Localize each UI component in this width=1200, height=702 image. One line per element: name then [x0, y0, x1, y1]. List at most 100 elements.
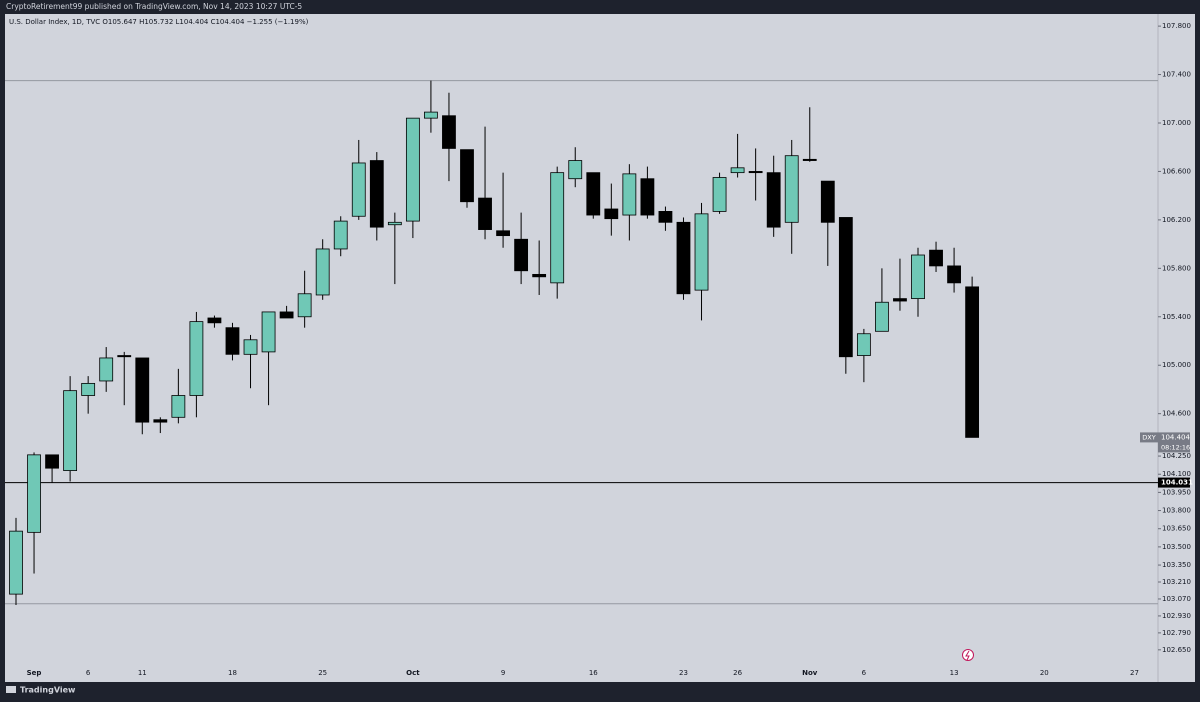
candle-body [712, 177, 727, 212]
candle-body [315, 248, 330, 296]
candle-body [442, 115, 456, 149]
candle-body [478, 197, 492, 230]
candle-body [929, 249, 943, 267]
candle-body [604, 208, 619, 220]
y-tick-label: 107.400 [1162, 71, 1191, 79]
y-tick-label: 106.200 [1162, 216, 1191, 224]
candle-body [820, 180, 835, 223]
candle-body [279, 311, 294, 319]
y-tick-label: 103.800 [1162, 507, 1191, 515]
y-tick-label: 104.250 [1162, 452, 1191, 460]
candle-body [496, 230, 510, 237]
y-tick-label: 104.600 [1162, 410, 1191, 418]
candle-body [947, 265, 961, 284]
price-box [1158, 432, 1190, 453]
candle-body [351, 162, 366, 217]
candle-body [766, 172, 781, 228]
brand: TradingView [20, 686, 76, 695]
candle-body [965, 286, 980, 438]
y-tick-label: 105.800 [1162, 264, 1191, 272]
candle-body [261, 311, 276, 353]
candle-body [730, 167, 745, 174]
candle-body [568, 160, 583, 180]
y-tick-label: 103.500 [1162, 543, 1191, 551]
candle-body [784, 155, 799, 223]
candle-body [405, 117, 420, 222]
y-tick-label: 102.930 [1162, 612, 1191, 620]
x-tick-label: 6 [862, 669, 867, 677]
symbol: DXY [1142, 433, 1155, 441]
candle-body [532, 273, 547, 278]
y-tick-label: 103.350 [1162, 561, 1191, 569]
candle-body [802, 158, 817, 161]
y-tick-label: 102.790 [1162, 629, 1191, 637]
brand-logo [6, 686, 16, 693]
y-tick-label: 103.950 [1162, 488, 1191, 496]
candle-body [676, 221, 691, 295]
candle-body [514, 238, 529, 272]
candle-body [694, 213, 709, 291]
symbol-box [1140, 432, 1158, 443]
candle-body [99, 357, 114, 382]
y-tick-label: 105.400 [1162, 313, 1191, 321]
candle-body [875, 301, 889, 332]
x-tick-label: 9 [501, 669, 505, 677]
candle-body [424, 111, 438, 119]
y-tick-label: 103.650 [1162, 525, 1191, 533]
chart-title: U.S. Dollar Index, 1D, TVC O105.647 H105… [9, 18, 309, 26]
candle-body [911, 254, 925, 300]
level-label: 104.031 [1161, 479, 1193, 487]
x-tick-label: 27 [1130, 669, 1139, 677]
countdown: 08:12:16 [1161, 443, 1190, 451]
candle-body [27, 454, 41, 533]
candle-body [135, 357, 150, 423]
x-tick-label: 16 [589, 669, 598, 677]
y-tick-label: 104.100 [1162, 470, 1191, 478]
x-tick-label: Oct [406, 669, 420, 677]
candle-body [640, 178, 655, 216]
x-tick-label: 25 [318, 669, 327, 677]
candle-body [297, 293, 312, 318]
candle-body [658, 211, 673, 223]
last-price: 104.404 [1161, 433, 1190, 441]
candle-body [81, 382, 96, 396]
y-tick-label: 103.210 [1162, 578, 1191, 586]
candle-body [225, 327, 240, 355]
y-tick-label: 106.600 [1162, 167, 1191, 175]
candle-body [9, 530, 23, 595]
candle-body [387, 221, 402, 226]
y-tick-label: 107.800 [1162, 22, 1191, 30]
candle-body [586, 172, 601, 216]
candle-body [153, 419, 168, 423]
y-tick-label: 107.000 [1162, 119, 1191, 127]
x-tick-label: 23 [679, 669, 688, 677]
candle-body [243, 339, 258, 355]
y-tick-label: 103.070 [1162, 595, 1191, 603]
candle-body [369, 160, 384, 228]
y-tick-label: 105.000 [1162, 361, 1191, 369]
candle-body [45, 454, 59, 469]
candle-body [333, 220, 348, 250]
x-tick-label: 18 [228, 669, 237, 677]
candle-body [748, 171, 763, 174]
y-tick-label: 102.650 [1162, 646, 1191, 654]
candle-body [189, 321, 204, 396]
event-icon [962, 649, 974, 661]
candle-body [622, 173, 637, 216]
x-tick-label: 11 [138, 669, 147, 677]
candle-body [117, 355, 132, 358]
x-tick-label: 20 [1040, 669, 1049, 677]
attribution: CryptoRetirement99 published on TradingV… [6, 2, 302, 11]
x-tick-label: 6 [86, 669, 91, 677]
candle-body [460, 149, 474, 203]
level-label-box [1158, 477, 1190, 488]
candle-body [550, 172, 565, 284]
x-tick-label: 13 [950, 669, 959, 677]
candle-body [171, 395, 186, 418]
x-tick-label: Nov [802, 669, 818, 677]
candle-body [63, 390, 78, 471]
candle-body [838, 217, 853, 358]
candle-body [207, 317, 222, 324]
candle-body [893, 298, 907, 302]
